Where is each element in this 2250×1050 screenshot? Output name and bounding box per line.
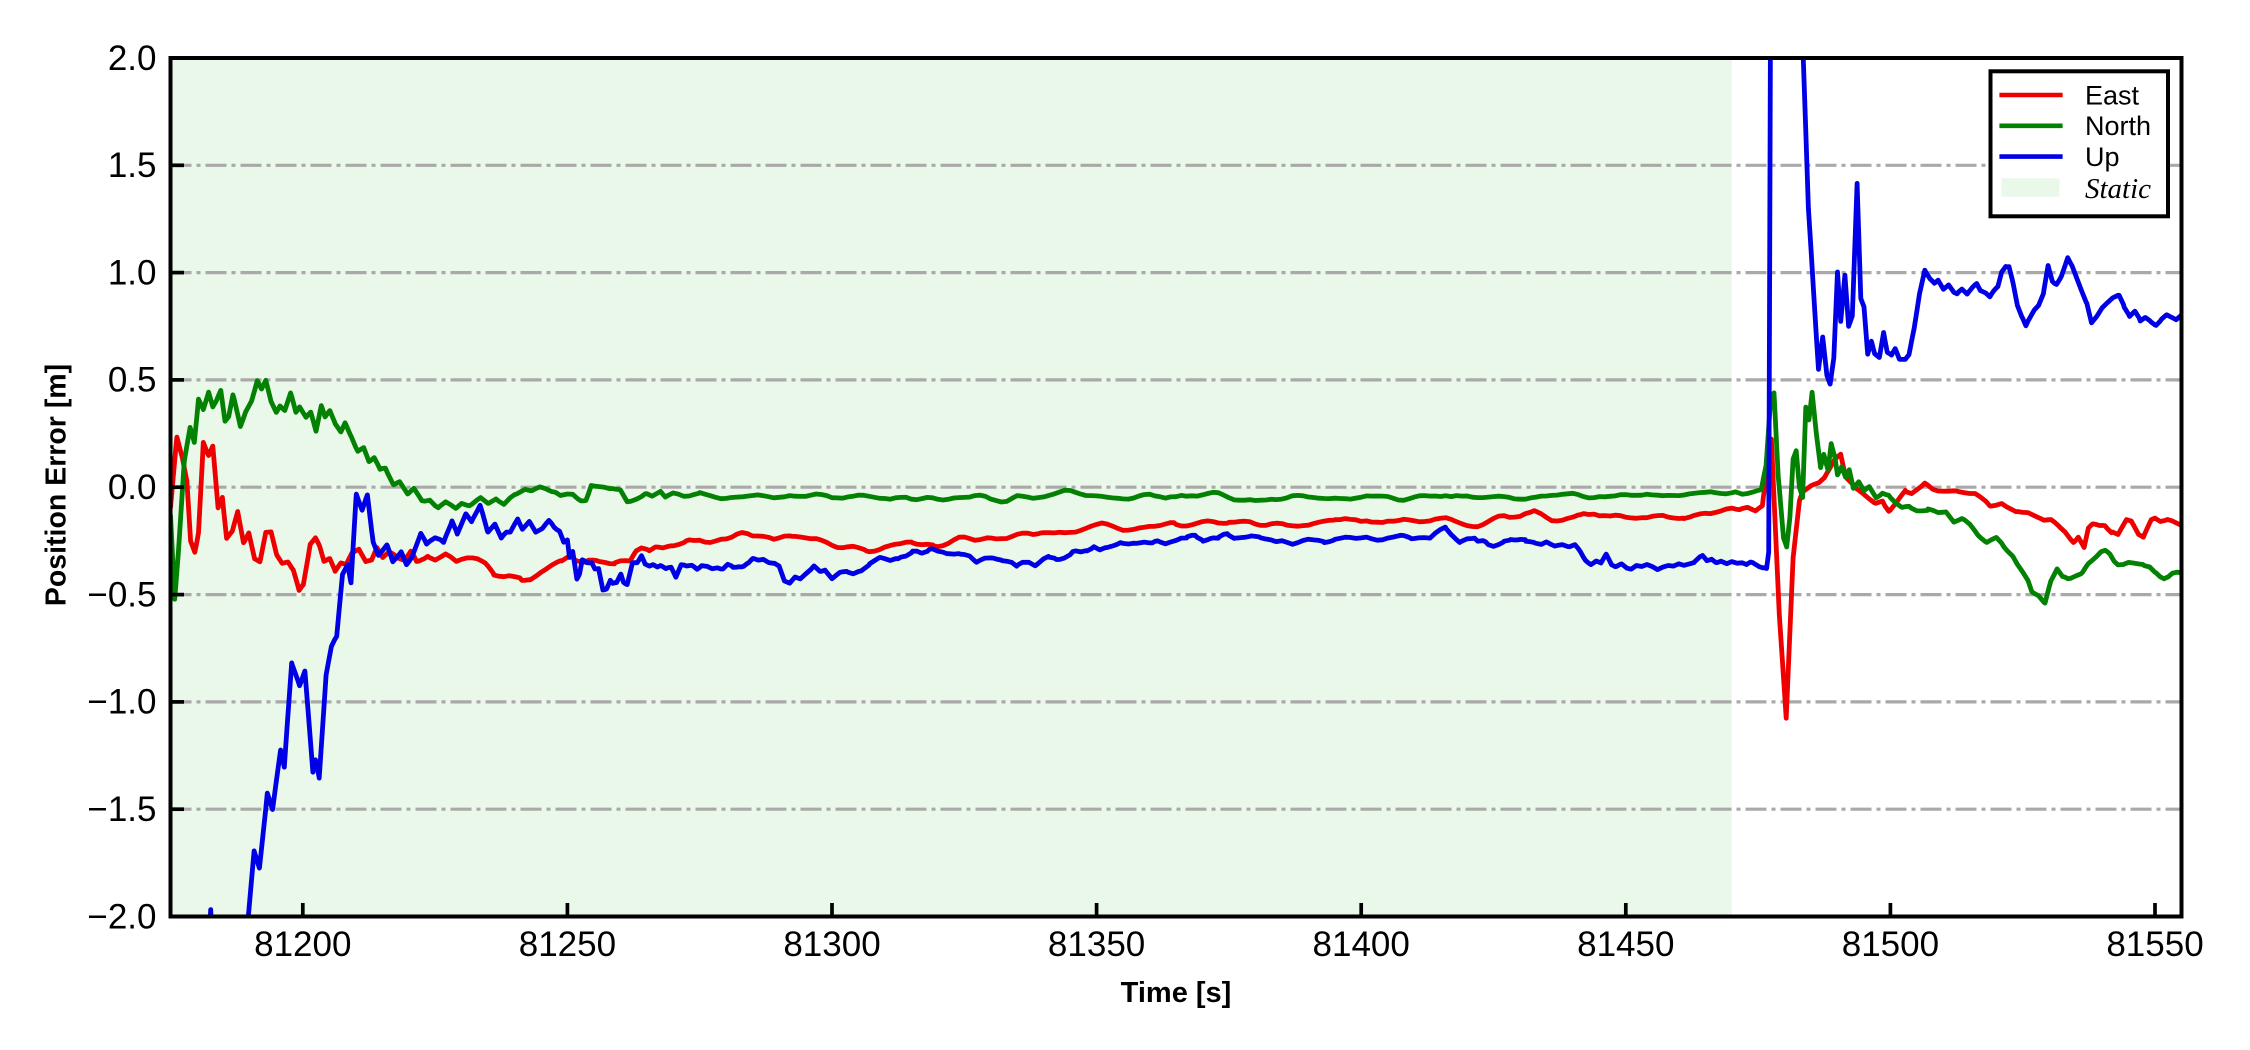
svg-text:Up: Up [2085,142,2120,172]
svg-text:1.5: 1.5 [108,146,157,185]
svg-text:81200: 81200 [254,925,351,964]
svg-text:−1.5: −1.5 [87,790,156,829]
svg-text:−0.5: −0.5 [87,575,156,614]
svg-text:2.0: 2.0 [108,39,157,78]
svg-text:Time [s]: Time [s] [1121,977,1232,1009]
svg-text:81300: 81300 [783,925,880,964]
svg-text:North: North [2085,111,2151,141]
svg-text:81400: 81400 [1313,925,1410,964]
svg-text:81250: 81250 [519,925,616,964]
svg-text:East: East [2085,80,2140,110]
svg-text:Position Error [m]: Position Error [m] [41,364,73,606]
svg-text:1.0: 1.0 [108,253,157,292]
svg-text:81500: 81500 [1842,925,1939,964]
svg-text:Static: Static [2085,173,2151,205]
svg-text:−1.0: −1.0 [87,683,156,722]
svg-text:−2.0: −2.0 [87,897,156,936]
svg-text:0.0: 0.0 [108,468,157,507]
svg-text:81450: 81450 [1577,925,1674,964]
svg-text:0.5: 0.5 [108,361,157,400]
svg-text:81350: 81350 [1048,925,1145,964]
svg-text:81550: 81550 [2106,925,2203,964]
